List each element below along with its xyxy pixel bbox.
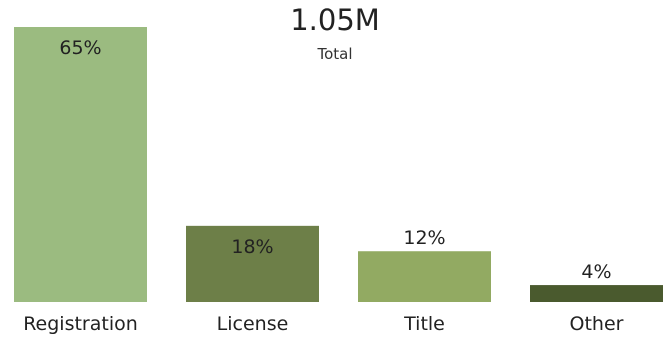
category-label-license: License — [217, 313, 289, 335]
value-label-registration: 65% — [59, 37, 101, 59]
value-label-license: 18% — [231, 236, 273, 258]
category-label-title: Title — [403, 313, 445, 335]
bar-registration — [14, 27, 147, 302]
total-value: 1.05M — [290, 3, 380, 37]
bar-title — [358, 251, 491, 302]
category-label-other: Other — [570, 313, 624, 335]
total-label: Total — [317, 45, 353, 63]
category-label-registration: Registration — [23, 313, 138, 335]
value-label-title: 12% — [403, 227, 445, 249]
value-label-other: 4% — [581, 261, 611, 283]
bar-license — [186, 225, 319, 302]
bar-other — [530, 285, 663, 302]
